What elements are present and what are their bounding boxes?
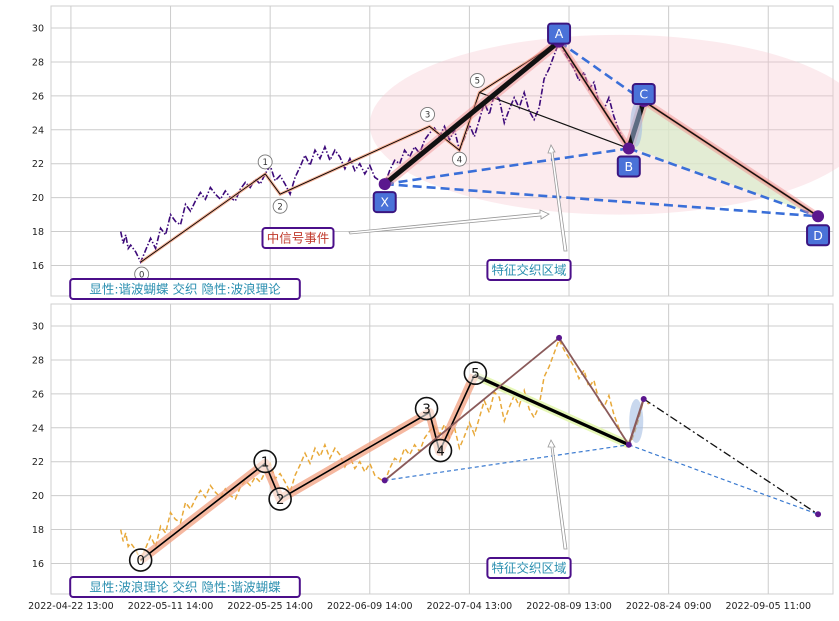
price-line-bottom bbox=[119, 337, 650, 562]
wave-label-bottom: 2 bbox=[276, 492, 285, 508]
y-tick-label: 30 bbox=[32, 322, 44, 333]
y-tick-label: 18 bbox=[32, 227, 44, 238]
pattern-leg bbox=[643, 100, 819, 217]
wave-marker-bottom bbox=[414, 396, 439, 421]
pattern-leg bbox=[383, 39, 561, 187]
wave-marker-bottom bbox=[253, 449, 277, 474]
pattern-description-bottom: 显性:波浪理论 交织 隐性:谐波蝴蝶 bbox=[89, 580, 281, 595]
pattern-point-label: C bbox=[639, 86, 648, 101]
feature-zone-label-top: 特征交织区域 bbox=[491, 263, 566, 278]
pattern-point-box bbox=[616, 155, 641, 178]
projection-line bbox=[643, 398, 819, 515]
y-tick-label: 16 bbox=[32, 261, 44, 272]
pattern-point-label: B bbox=[624, 159, 633, 174]
signal-event-label: 中信号事件 bbox=[267, 231, 330, 246]
pattern-point-marker bbox=[622, 142, 635, 155]
feature-zone-label-top-box bbox=[486, 259, 572, 281]
signal-event-label-box bbox=[261, 227, 335, 249]
wave-line bbox=[140, 374, 476, 561]
pattern-point-label: A bbox=[555, 26, 564, 41]
x-tick-label: 2022-07-04 13:00 bbox=[427, 601, 513, 612]
pattern-description-top: 显性:谐波蝴蝶 交织 隐性:波浪理论 bbox=[89, 282, 281, 297]
hidden-pattern-point bbox=[556, 334, 563, 341]
wave-label-bottom: 3 bbox=[422, 402, 431, 418]
wave-label: 4 bbox=[457, 155, 462, 165]
x-tick-label: 2022-06-09 14:00 bbox=[327, 601, 413, 612]
y-tick-label: 26 bbox=[32, 389, 44, 400]
signal-arrow bbox=[348, 209, 550, 235]
wave-label: 3 bbox=[425, 111, 430, 121]
zone-arrow-top bbox=[547, 144, 568, 252]
wave-label: 5 bbox=[475, 77, 480, 87]
x-tick-label: 2022-04-22 13:00 bbox=[28, 601, 114, 612]
wave-label: 1 bbox=[262, 158, 267, 168]
y-tick-label: 22 bbox=[32, 457, 44, 468]
hidden-pattern-dashed bbox=[384, 444, 629, 481]
hidden-pattern-point bbox=[381, 477, 388, 484]
panel-top: 16 18 20 22 24 26 28 30 0 1 2 3 4 5 X A B C D 中信号事件特征交织区域显性… bbox=[32, 5, 839, 300]
wave-marker bbox=[272, 198, 288, 214]
pattern-point-box bbox=[806, 224, 831, 247]
pattern-description-top-box bbox=[69, 278, 301, 300]
wave-marker bbox=[469, 73, 485, 88]
wave-extension-line bbox=[479, 91, 629, 150]
pattern-leg bbox=[558, 41, 630, 149]
y-tick-label: 26 bbox=[32, 91, 44, 102]
y-tick-label: 20 bbox=[32, 193, 44, 204]
feature-ellipse bbox=[630, 102, 643, 147]
wave-label-bottom: 1 bbox=[261, 454, 270, 470]
y-tick-label: 28 bbox=[32, 355, 44, 366]
hidden-pattern-point bbox=[640, 395, 647, 402]
y-tick-label: 20 bbox=[32, 491, 44, 502]
y-tick-label: 30 bbox=[32, 24, 44, 35]
pattern-point-marker bbox=[812, 210, 825, 223]
pattern-point-box bbox=[547, 22, 572, 45]
x-tick-label: 2022-08-24 09:00 bbox=[626, 601, 712, 612]
pattern-point-marker bbox=[378, 178, 391, 191]
y-tick-label: 28 bbox=[32, 57, 44, 68]
wave-marker-bottom bbox=[463, 361, 488, 386]
wave-marker bbox=[451, 151, 467, 167]
wave-label: 2 bbox=[277, 202, 282, 212]
feature-zone-label-bottom-box bbox=[486, 557, 572, 579]
pattern-dashed-link bbox=[558, 40, 645, 103]
feature-zone-label-bottom: 特征交织区域 bbox=[491, 561, 566, 576]
x-tick-label: 2022-09-05 11:00 bbox=[725, 601, 811, 612]
hidden-pattern-point bbox=[815, 511, 822, 518]
hidden-pattern-point bbox=[625, 441, 632, 448]
wave-label-bottom: 5 bbox=[471, 366, 480, 382]
wave-label: 0 bbox=[139, 270, 144, 280]
wave-marker-bottom bbox=[428, 438, 453, 463]
price-line-top bbox=[119, 39, 650, 265]
hidden-pattern-leg bbox=[627, 398, 645, 446]
wave-label-bottom: 0 bbox=[136, 553, 145, 569]
hidden-pattern-leg bbox=[384, 337, 560, 482]
hidden-pattern-leg bbox=[558, 337, 630, 446]
pattern-dashed-link bbox=[384, 182, 819, 218]
zone-arrow-bottom bbox=[547, 439, 568, 550]
pattern-point-label: X bbox=[380, 195, 389, 210]
y-tick-label: 24 bbox=[32, 423, 44, 434]
hidden-pattern-dashed bbox=[628, 444, 819, 515]
x-tick-label: 2022-05-25 14:00 bbox=[227, 601, 313, 612]
pattern-point-box bbox=[372, 191, 397, 214]
wave-label-bottom: 4 bbox=[436, 444, 445, 460]
wave-marker bbox=[420, 106, 435, 122]
pattern-point-label: D bbox=[813, 228, 823, 243]
pattern-point-box bbox=[631, 82, 656, 105]
y-tick-label: 16 bbox=[32, 559, 44, 570]
y-tick-label: 24 bbox=[32, 125, 44, 136]
pattern-dashed-link bbox=[628, 147, 819, 218]
x-tick-label: 2022-05-11 14:00 bbox=[128, 601, 214, 612]
pattern-description-bottom-box bbox=[69, 576, 301, 598]
wave-marker-bottom bbox=[128, 548, 153, 572]
y-tick-label: 22 bbox=[32, 159, 44, 170]
wave-marker bbox=[257, 154, 273, 170]
x-tick-label: 2022-08-09 13:00 bbox=[526, 601, 612, 612]
wave-marker-bottom bbox=[268, 487, 292, 511]
y-tick-label: 18 bbox=[32, 525, 44, 536]
